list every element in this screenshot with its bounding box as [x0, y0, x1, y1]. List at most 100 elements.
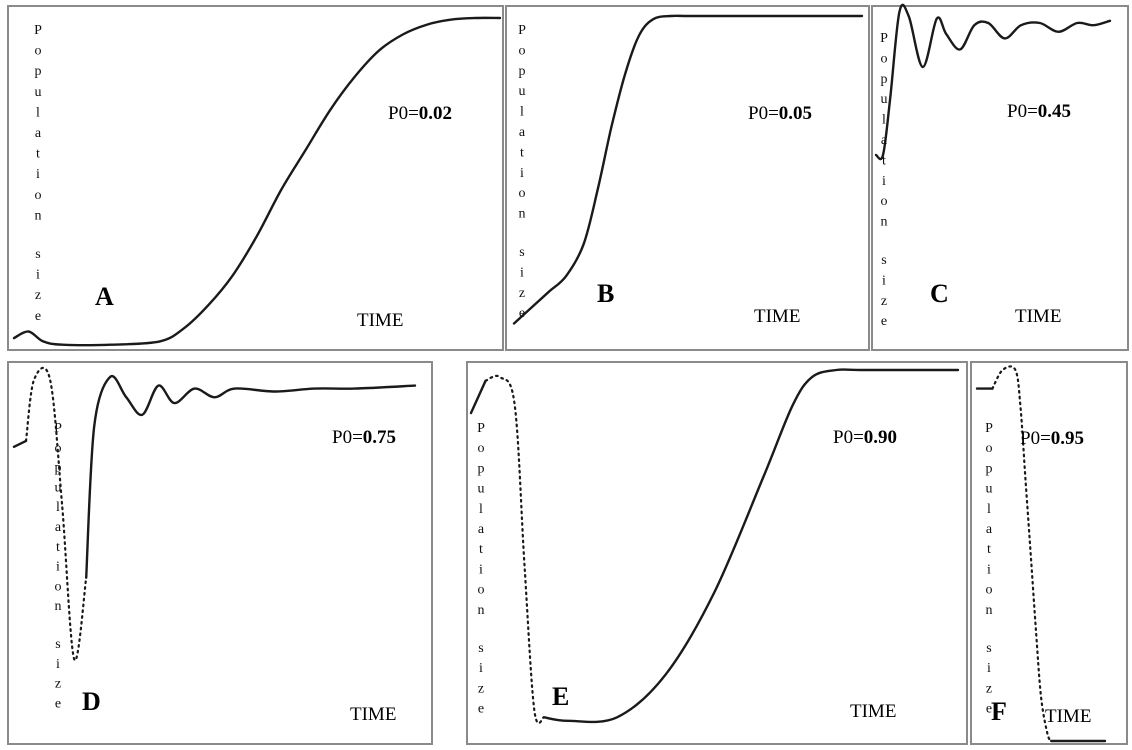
panel-d-p0-prefix: P0= — [332, 427, 363, 448]
panel-d-ylabel-letter: s — [55, 637, 60, 652]
panel-c-p0-value: 0.45 — [1038, 101, 1071, 122]
panel-a-ylabel-letter: i — [36, 167, 40, 182]
panel-c-ylabel-letter: z — [881, 294, 887, 309]
panel-a-ylabel-letter: l — [36, 105, 40, 120]
panel-c-ylabel-letter: a — [881, 133, 888, 148]
panel-d-letter: D — [82, 687, 101, 716]
panel-b-ylabel-letter: a — [519, 125, 526, 140]
panel-f-p0: P0=0.95 — [1020, 428, 1084, 449]
panel-f-curve — [975, 387, 1107, 743]
panel-b-ylabel-letter: o — [519, 186, 526, 201]
panel-a-p0: P0=0.02 — [388, 103, 452, 124]
panel-a-curve — [12, 16, 502, 347]
panel-e-xlabel: TIME — [850, 701, 896, 722]
panel-e-ylabel-letter: u — [478, 482, 485, 497]
panel-b-ylabel-letter: s — [519, 245, 524, 260]
panel-b-ylabel-letter: z — [519, 286, 525, 301]
panel-a-ylabel-letter: n — [35, 208, 42, 223]
panel-c-ylabel-letter: u — [881, 92, 888, 107]
panel-f-ylabel-letter: z — [986, 681, 992, 696]
panel-b-p0-prefix: P0= — [748, 103, 779, 124]
panel-a-ylabel-letter: a — [35, 126, 42, 141]
panel-e-ylabel-letter: z — [478, 681, 484, 696]
panel-a-ylabel-letter: e — [35, 309, 41, 324]
panel-b-ylabel-letter: e — [519, 306, 525, 321]
panel-a-ylabel-letter: u — [35, 85, 42, 100]
panel-d-curve — [12, 374, 417, 579]
panel-f-ylabel-letter: u — [986, 482, 993, 497]
panel-b-p0-value: 0.05 — [779, 103, 812, 124]
panel-f-ylabel-letter: i — [987, 661, 991, 676]
panel-d-ylabel-letter: o — [55, 579, 62, 594]
panel-b-ylabel-letter: i — [520, 265, 524, 280]
panel-f-letter: F — [991, 697, 1007, 726]
panel-d-ylabel-letter: n — [55, 599, 62, 614]
panel-c-ylabel-letter: t — [882, 153, 886, 168]
panel-d-ylabel-letter: P — [54, 421, 62, 436]
panel-d-ylabel-letter: a — [55, 520, 62, 535]
panel-f-xlabel: TIME — [1045, 706, 1091, 727]
panel-a-ylabel-letter: z — [35, 288, 41, 303]
panel-b-xlabel: TIME — [754, 306, 800, 327]
panel-f-ylabel-letter: p — [986, 461, 993, 476]
panel-d-curve-dotted — [24, 366, 88, 662]
panel-e-ylabel-letter: a — [478, 522, 485, 537]
panel-f-ylabel-letter: e — [986, 702, 992, 717]
panel-d-ylabel-letter: o — [55, 441, 62, 456]
panel-c-frame — [871, 5, 1129, 351]
panel-e-ylabel-letter: p — [478, 461, 485, 476]
panel-a-xlabel: TIME — [357, 310, 403, 331]
panel-c-ylabel-letter: i — [882, 273, 886, 288]
panel-d-frame — [7, 361, 433, 745]
panel-f-ylabel-letter: P — [985, 421, 993, 436]
panel-f-curve-dotted — [991, 365, 1053, 743]
panel-c-ylabel-letter: p — [881, 72, 888, 87]
panel-d-ylabel-letter: p — [55, 461, 62, 476]
panel-f-ylabel-letter: n — [986, 603, 993, 618]
panel-d-ylabel-letter: z — [55, 677, 61, 692]
panel-b-ylabel-letter: t — [520, 145, 524, 160]
panel-b-ylabel-letter: P — [518, 23, 526, 38]
panel-c-xlabel: TIME — [1015, 306, 1061, 327]
panel-e-letter: E — [552, 682, 569, 711]
panel-e-ylabel-letter: P — [477, 421, 485, 436]
panel-a-frame — [7, 5, 504, 351]
panel-c-ylabel-letter: o — [881, 194, 888, 209]
panel-a-ylabel-letter: s — [35, 247, 40, 262]
panel-a-ylabel-letter: t — [36, 147, 40, 162]
panel-e-p0-prefix: P0= — [833, 427, 864, 448]
panel-e-p0-value: 0.90 — [864, 427, 897, 448]
panel-b-curve — [512, 14, 864, 325]
panel-e-ylabel-letter: l — [479, 502, 483, 517]
panel-e-curve — [469, 368, 960, 724]
panel-c-ylabel-letter: l — [882, 113, 886, 128]
panel-d-xlabel: TIME — [350, 704, 396, 725]
panel-e-ylabel-letter: s — [478, 641, 483, 656]
panel-f-ylabel-letter: t — [987, 542, 991, 557]
panel-b-frame — [505, 5, 870, 351]
panel-e-ylabel-letter: o — [478, 583, 485, 598]
panel-e-p0: P0=0.90 — [833, 427, 897, 448]
panel-c-ylabel-letter: i — [882, 174, 886, 189]
panel-d-ylabel-letter: l — [56, 500, 60, 515]
panel-e-ylabel-letter: t — [479, 542, 483, 557]
panel-f-ylabel-letter: a — [986, 522, 993, 537]
panel-d-ylabel-letter: u — [55, 480, 62, 495]
panel-f-p0-prefix: P0= — [1020, 428, 1051, 449]
panel-b-ylabel-letter: u — [519, 84, 526, 99]
panel-d-p0: P0=0.75 — [332, 427, 396, 448]
panel-a-ylabel-letter: p — [35, 64, 42, 79]
panel-c-ylabel-letter: o — [881, 51, 888, 66]
panel-e-curve-dotted — [484, 374, 546, 725]
panel-e-ylabel-letter: i — [479, 661, 483, 676]
